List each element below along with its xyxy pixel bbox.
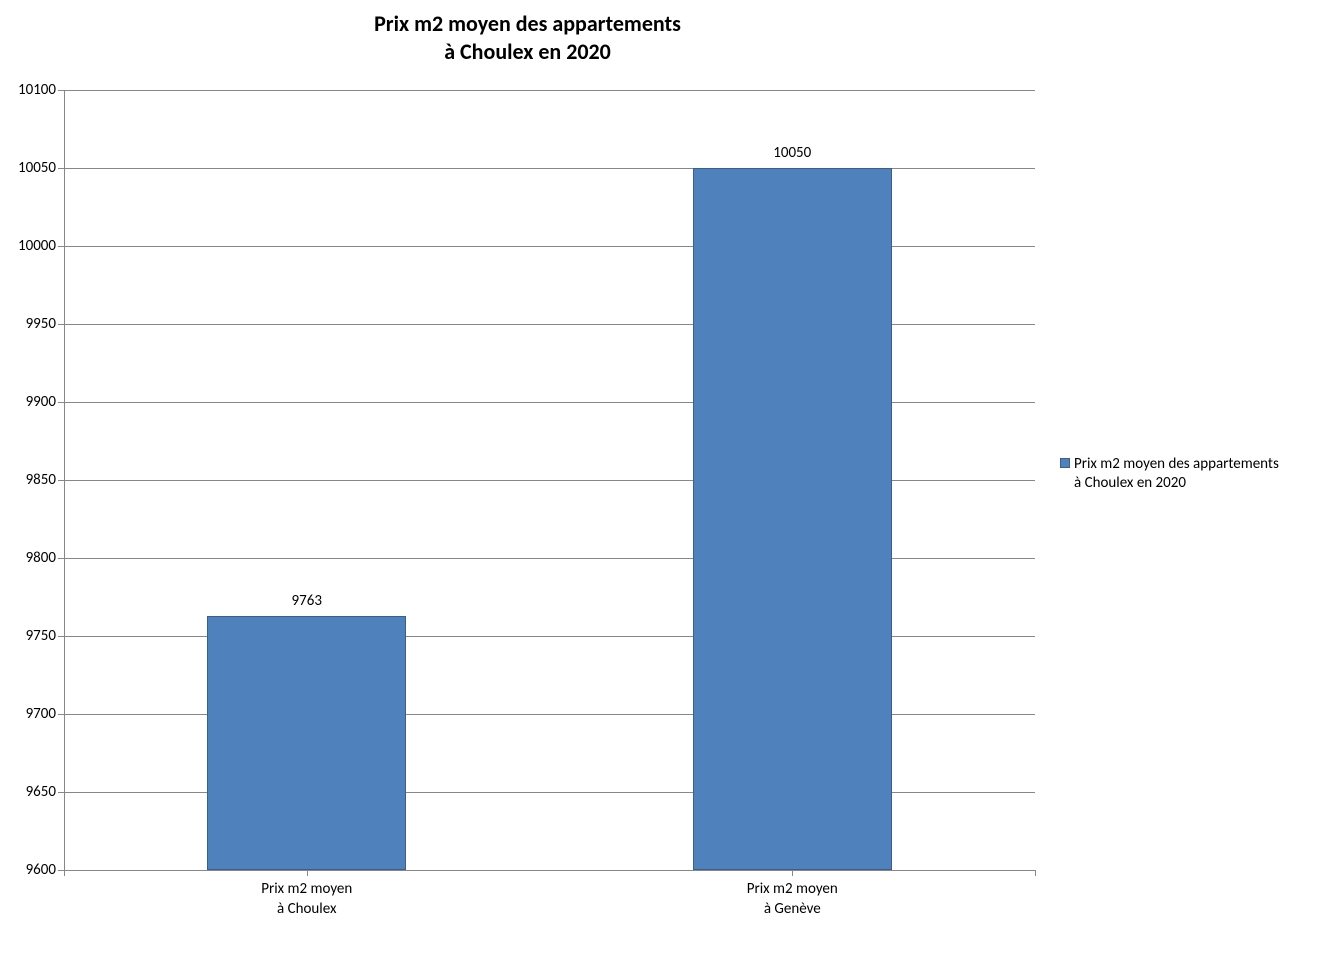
- x-tick-label: Prix m2 moyen à Genève: [747, 880, 838, 919]
- bar: [693, 168, 892, 870]
- chart-title: Prix m2 moyen des appartements à Choulex…: [0, 10, 1055, 65]
- chart-title-line2: à Choulex en 2020: [444, 38, 611, 65]
- y-tick-label: 9800: [26, 549, 56, 567]
- y-tick-label: 10000: [18, 237, 56, 255]
- x-tick-label: Prix m2 moyen à Choulex: [261, 880, 352, 919]
- y-tick-label: 9850: [26, 471, 56, 489]
- chart-area: 9600 9650 9700 9750 9800 9850 9900 9950 10000 100…: [0, 90, 1055, 920]
- chart-title-line1: Prix m2 moyen des appartements: [374, 10, 681, 37]
- y-tick-label: 9650: [26, 783, 56, 801]
- y-tick-label: 10100: [18, 81, 56, 99]
- legend-swatch: [1060, 458, 1070, 468]
- bar-value-label: 9763: [292, 592, 322, 610]
- y-tick-label: 9950: [26, 315, 56, 333]
- gridline: [64, 90, 1035, 91]
- y-tick-label: 9900: [26, 393, 56, 411]
- y-tick-label: 9600: [26, 861, 56, 879]
- legend: Prix m2 moyen des appartements à Choulex…: [1060, 455, 1330, 493]
- x-tick-mark: [307, 870, 308, 876]
- legend-text: Prix m2 moyen des appartements à Choulex…: [1074, 455, 1279, 493]
- legend-line2: à Choulex en 2020: [1074, 474, 1186, 492]
- y-tick-label: 9750: [26, 627, 56, 645]
- x-tick-mark: [1035, 870, 1036, 876]
- y-tick-label: 10050: [18, 159, 56, 177]
- y-axis: [64, 90, 65, 870]
- x-tick-mark: [792, 870, 793, 876]
- bar-value-label: 10050: [773, 144, 811, 162]
- bar: [207, 616, 406, 870]
- y-tick-label: 9700: [26, 705, 56, 723]
- x-axis: [64, 870, 1035, 871]
- plot-area: 9600965097009750980098509900995010000100…: [64, 90, 1035, 870]
- x-tick-mark: [64, 870, 65, 876]
- legend-line1: Prix m2 moyen des appartements: [1074, 455, 1279, 473]
- chart-page: Prix m2 moyen des appartements à Choulex…: [0, 0, 1338, 961]
